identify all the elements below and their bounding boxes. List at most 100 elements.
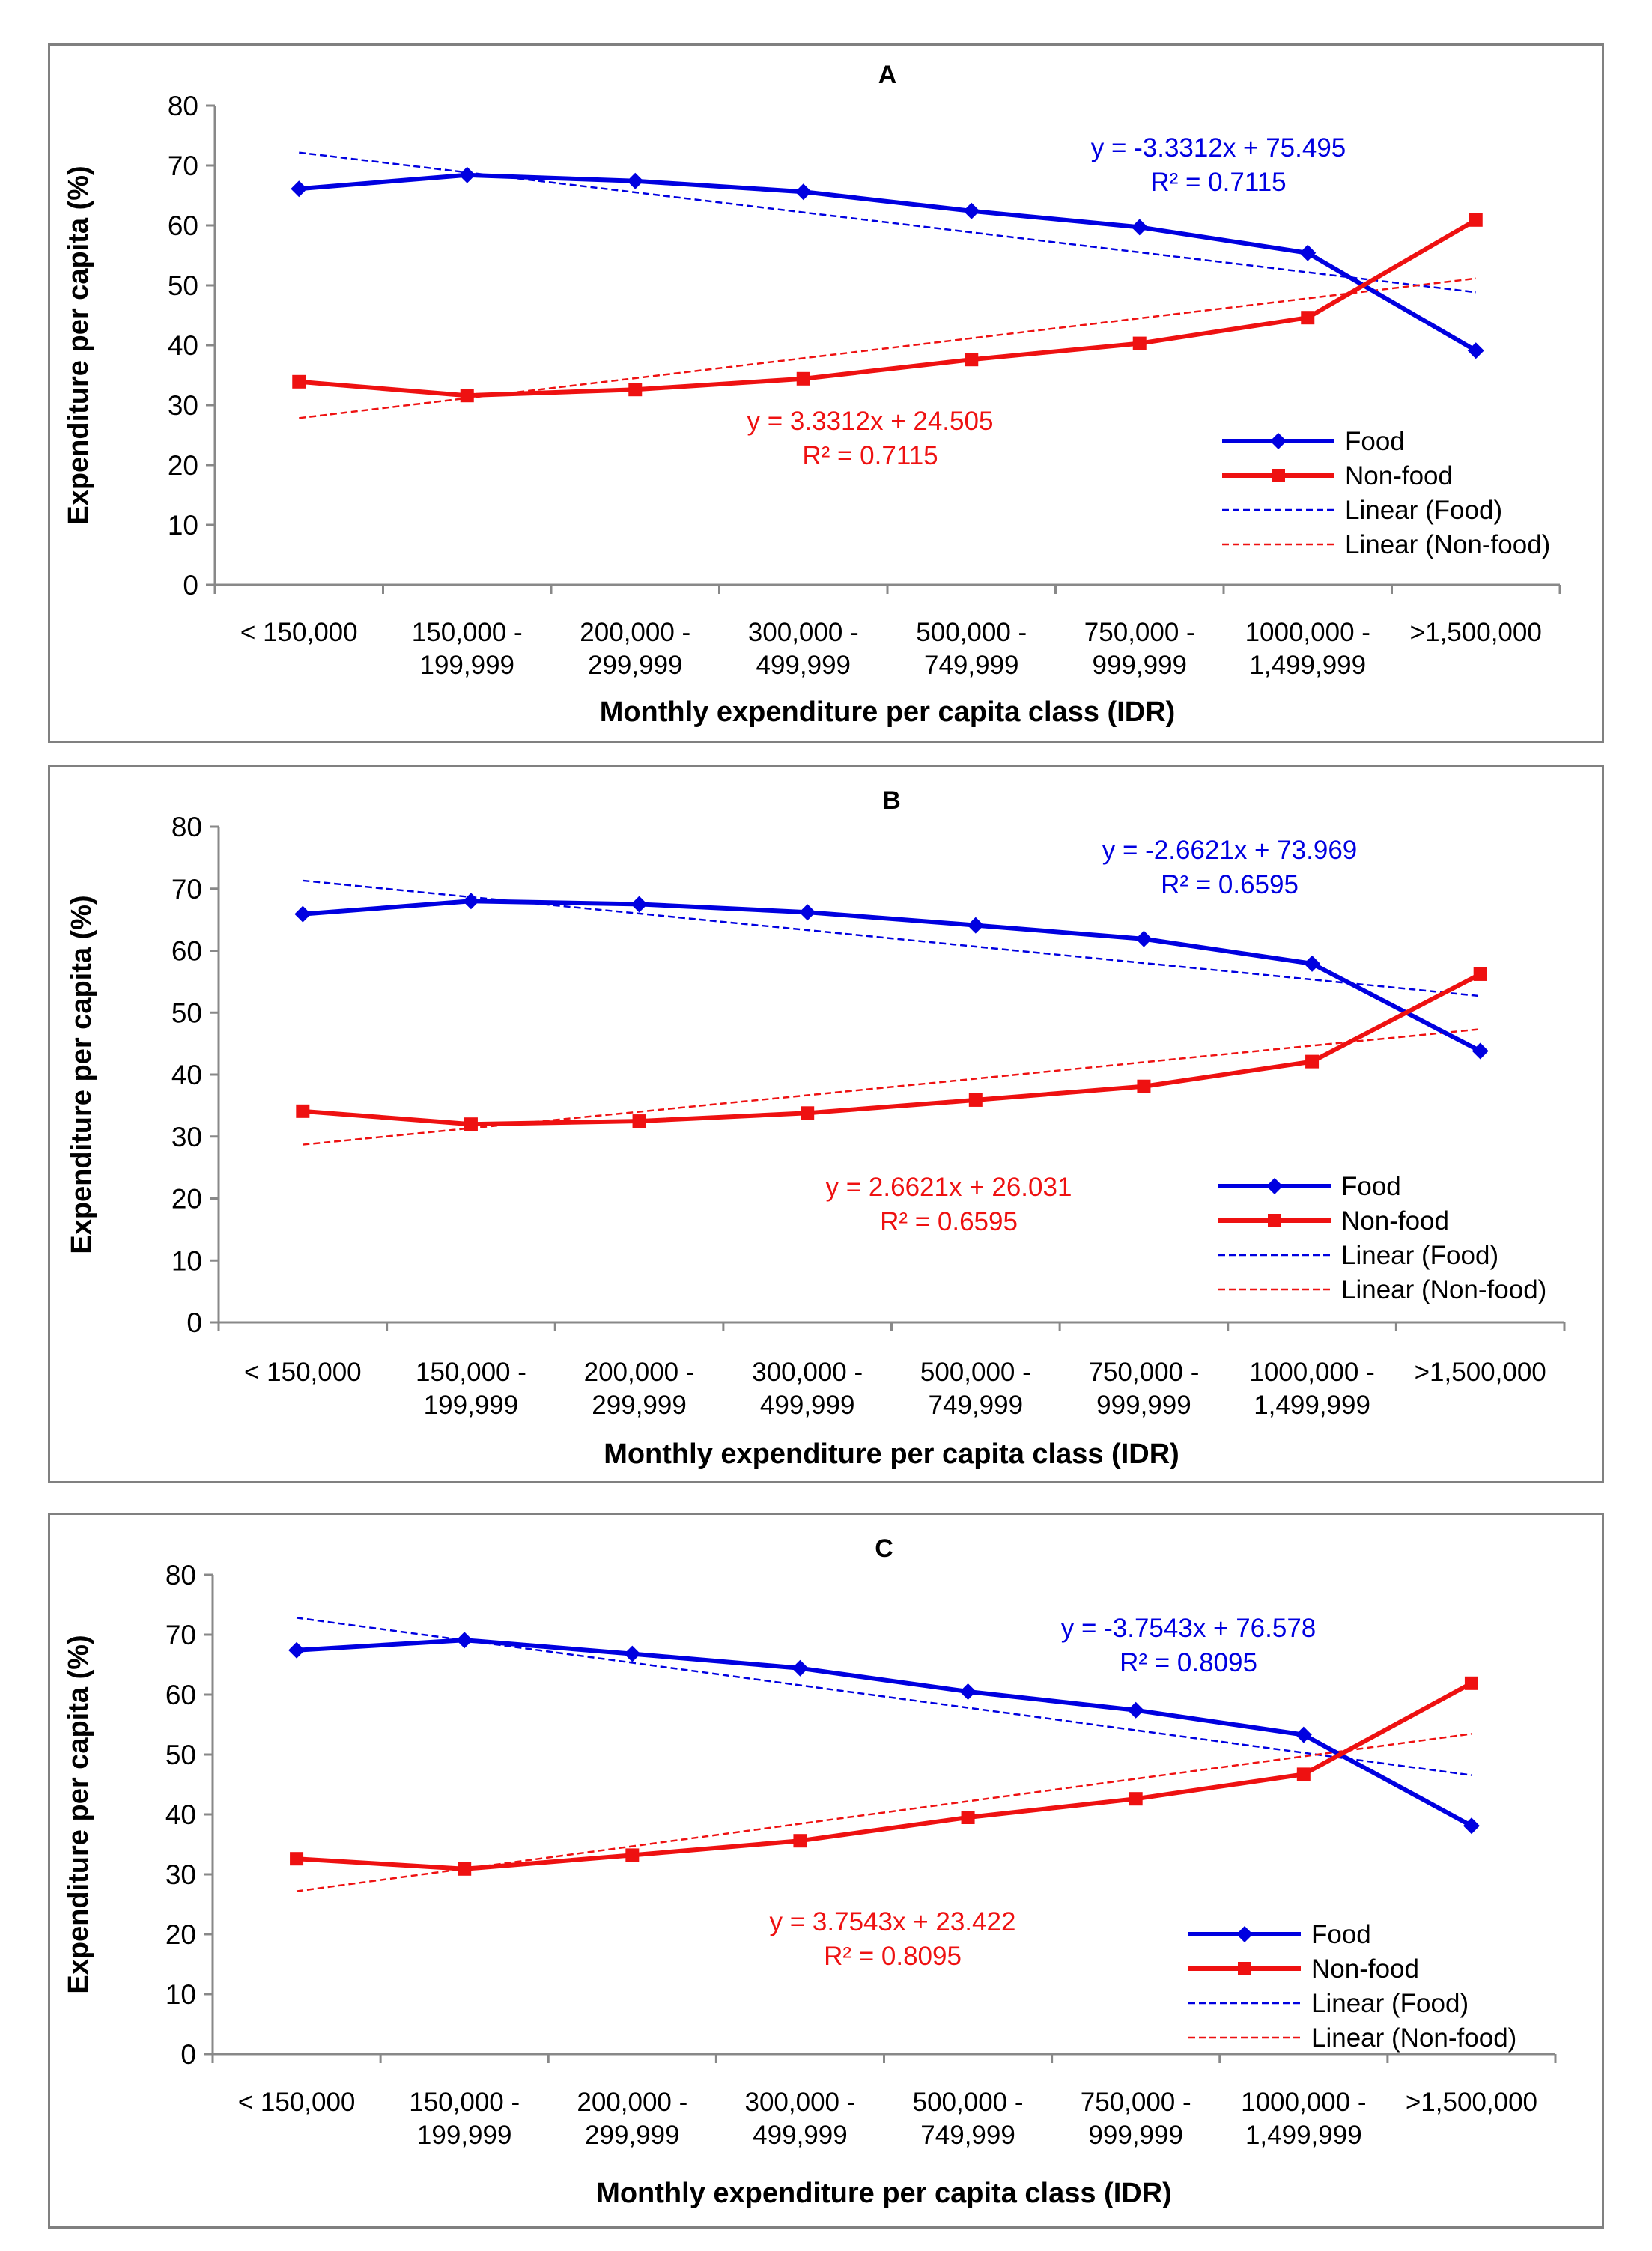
trend-equation-food: y = -3.7543x + 76.578 [1061,1614,1317,1643]
data-point-non-food [632,1114,646,1128]
data-point-non-food [292,374,306,389]
x-tick-label: 999,999 [1092,651,1187,680]
trend-equation-non-food: y = 3.7543x + 23.422 [770,1907,1016,1936]
x-tick-label: 1000,000 - [1241,2088,1366,2117]
y-tick-label: 60 [171,936,202,967]
x-tick-label: 199,999 [424,1391,519,1420]
y-tick-label: 50 [171,997,202,1028]
legend-label: Linear (Non-food) [1341,1275,1546,1304]
series-line-food [296,1638,1473,1828]
legend-label: Non-food [1345,461,1453,490]
x-tick-label: 749,999 [920,2121,1015,2150]
data-point-non-food [1469,213,1483,227]
data-point-non-food [793,1834,807,1848]
y-tick-label: 60 [168,210,198,241]
legend-label: Non-food [1311,1954,1419,1984]
y-axis-title: Expenditure per capita (%) [63,165,94,524]
x-tick-label: 1000,000 - [1245,618,1370,647]
trendline-food [299,151,1476,294]
data-point-non-food [1129,1792,1143,1806]
data-point-non-food [1473,967,1487,981]
x-tick-label: 999,999 [1088,2121,1183,2150]
chart-panel-a: A 0 10 20 30 40 50 60 70 80 < 150,000 150,000 - 199,… [48,43,1604,743]
chart-a-svg: A 0 10 20 30 40 50 60 70 80 < 150,000 150,000 - 199,… [63,61,1561,728]
y-axis-title: Expenditure per capita (%) [66,895,97,1254]
data-point-food [631,896,648,913]
legend-label: Linear (Food) [1311,1989,1469,2018]
trendline-non-food [296,1733,1472,1892]
y-tick-label: 70 [165,1620,196,1650]
legend-marker [1238,1962,1251,1975]
chart-panel-b: B 0 10 20 30 40 50 60 70 80 < 150,000 150,000 - 199,… [48,765,1604,1483]
data-point-food [458,166,476,183]
x-tick-label: >1,500,000 [1410,618,1542,647]
trend-equation-food: y = -2.6621x + 73.969 [1102,836,1358,865]
x-tick-label: 499,999 [753,2121,848,2150]
data-point-food [294,905,312,923]
data-point-non-food [458,1862,472,1876]
data-point-non-food [1301,311,1315,325]
x-tick-label: 500,000 - [913,2088,1024,2117]
y-tick-label: 80 [165,1560,196,1591]
data-point-non-food [801,1106,815,1120]
data-point-food [291,180,308,198]
series-line-non-food [296,1681,1473,1871]
data-point-food [1304,955,1321,972]
legend-marker [1270,433,1287,449]
series-line-non-food [303,972,1482,1127]
data-point-non-food [1296,1767,1311,1781]
y-tick-label: 50 [165,1740,196,1770]
y-tick-label: 30 [171,1122,202,1152]
x-tick-label: 750,000 - [1081,2088,1191,2117]
series-line-food [303,899,1482,1054]
x-tick-label: 1,499,999 [1249,651,1366,680]
y-tick-label: 40 [168,330,198,361]
legend-marker [1236,1926,1253,1942]
y-tick-label: 0 [183,570,198,601]
data-point-food [959,1683,977,1700]
x-tick-label: 200,000 - [577,2088,687,2117]
data-point-non-food [1132,336,1147,350]
x-tick-label: 299,999 [585,2121,680,2150]
series-line-non-food [299,218,1478,398]
chart-b-svg: B 0 10 20 30 40 50 60 70 80 < 150,000 150,000 - 199,… [66,786,1566,1470]
panel-label: A [878,61,897,89]
trendline-non-food [303,1028,1481,1146]
data-point-non-food [961,1811,975,1824]
data-point-non-food [796,371,810,386]
y-tick-label: 20 [171,1184,202,1215]
y-tick-label: 0 [180,2039,196,2070]
x-tick-label: 1,499,999 [1245,2121,1362,2150]
data-point-food [792,1659,809,1677]
x-tick-label: 199,999 [419,651,514,680]
x-tick-label: 299,999 [592,1391,687,1420]
data-point-non-food [1305,1054,1320,1069]
y-tick-label: 80 [171,812,202,842]
x-tick-label: 999,999 [1096,1391,1191,1420]
x-tick-label: < 150,000 [244,1358,362,1387]
x-tick-label: 1000,000 - [1249,1358,1374,1387]
data-point-food [1472,1042,1489,1060]
data-point-food [1467,342,1484,359]
x-tick-label: 749,999 [929,1391,1024,1420]
x-tick-label: 300,000 - [752,1358,863,1387]
trendline-non-food [299,277,1476,419]
x-tick-label: 500,000 - [916,618,1027,647]
x-tick-label: 499,999 [756,651,851,680]
trend-equation-non-food: y = 2.6621x + 26.031 [826,1173,1072,1202]
x-tick-label: 150,000 - [416,1358,526,1387]
y-tick-label: 0 [186,1307,202,1338]
data-point-non-food [464,1117,478,1131]
data-point-food [963,202,980,219]
y-tick-label: 70 [168,151,198,181]
x-axis-title: Monthly expenditure per capita class (ID… [604,1439,1179,1470]
trendline-food [296,1617,1472,1776]
trend-r2-non-food: R² = 0.8095 [824,1942,962,1971]
legend-label: Food [1341,1172,1401,1201]
data-point-non-food [625,1848,640,1862]
legend-label: Linear (Food) [1341,1241,1498,1270]
x-tick-label: 150,000 - [409,2088,520,2117]
data-point-food [456,1632,473,1649]
trend-r2-non-food: R² = 0.7115 [802,441,938,470]
series-line-food [299,172,1478,353]
